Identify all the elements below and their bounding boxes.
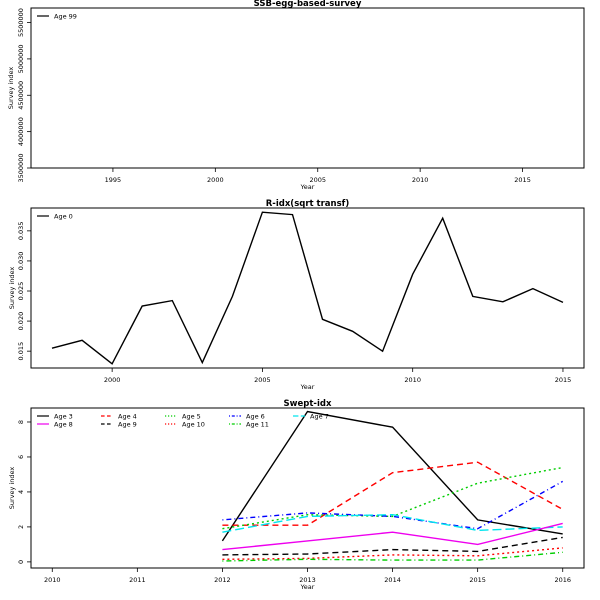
y-tick-label: 0.015 [17,342,25,361]
legend-label: Age 7 [310,412,329,420]
series-line-age-7 [222,513,563,533]
x-tick-label: 2000 [104,376,121,384]
y-tick-label: 2 [17,525,25,529]
series-line-age-3 [221,410,563,542]
series-line-age-9 [222,536,563,556]
x-tick-label: 2010 [404,376,421,384]
legend-label: Age 9 [118,420,137,428]
y-tick-label: 0.035 [17,222,25,241]
y-tick-label: 3500000 [17,154,25,183]
legend: Age 99 [37,12,77,20]
chart-panel-3: Swept-idx 2010 2011 2012 2013 2014 2015 2016 0 2 4… [8,399,585,591]
y-tick-label: 5500000 [17,8,25,37]
legend-label: Age 6 [246,412,265,420]
x-tick-label: 2012 [214,576,231,584]
y-tick-label: 4 [17,490,25,494]
chart-panel-1: SSB-egg-based-survey 1995 2000 2005 2010 2015… [7,0,585,191]
y-tick-label: 0.020 [17,312,25,331]
y-tick-label: 6 [17,455,25,459]
series-line-age-10 [222,547,563,560]
legend-label: Age 10 [182,420,205,428]
chart-title: Swept-idx [284,399,332,409]
x-tick-label: 1995 [105,176,122,184]
x-axis-label: Year [300,583,315,591]
x-tick-label: 2010 [412,176,429,184]
series-line-age-11 [222,551,563,562]
y-tick-label: 4500000 [17,81,25,110]
legend-label: Age 5 [182,412,201,420]
series-line-age-0 [51,211,564,365]
x-tick-label: 2015 [469,576,486,584]
x-tick-label: 2005 [254,376,271,384]
chart-title: SSB-egg-based-survey [254,0,362,9]
x-tick-label: 2015 [555,376,572,384]
y-tick-label: 0.025 [17,282,25,301]
series-line-age-8 [222,522,563,551]
series-line-age-5 [222,466,563,530]
x-tick-label: 2005 [309,176,326,184]
y-tick-label: 0.030 [17,252,25,271]
y-tick-label: 8 [17,420,25,424]
x-tick-label: 2011 [129,576,146,584]
y-axis-label: Survey index [8,267,16,310]
legend: Age 3 Age 4 Age 5 Age 6 Age 7 Age 8 Age 9 Age 1… [37,412,329,428]
x-axis-label: Year [300,383,315,391]
x-tick-label: 2013 [299,576,316,584]
legend-label: Age 4 [118,412,137,420]
x-tick-label: 2015 [514,176,531,184]
plot-frame [30,7,585,169]
legend-label: Age 0 [54,212,73,220]
chart-title: R-idx(sqrt transf) [266,199,350,209]
legend-label: Age 8 [54,420,73,428]
x-axis-label: Year [300,183,315,191]
x-tick-label: 2010 [44,576,61,584]
legend: Age 0 [37,212,73,220]
y-axis-label: Survey index [7,67,15,110]
legend-label: Age 99 [54,12,77,20]
plot-frame [30,407,585,569]
y-tick-label: 4000000 [17,117,25,146]
plot-frame [30,207,585,369]
x-tick-label: 2014 [384,576,401,584]
y-axis-label: Survey index [8,467,16,510]
x-tick-label: 2000 [207,176,224,184]
chart-panel-2: R-idx(sqrt transf) 2000 2005 2010 2015 0.015 0… [8,199,585,391]
legend-label: Age 3 [54,412,73,420]
y-tick-label: 5000000 [17,44,25,73]
x-tick-label: 2016 [554,576,571,584]
legend-label: Age 11 [246,420,269,428]
series-line-age-6 [222,480,564,530]
y-tick-label: 0 [17,560,25,564]
